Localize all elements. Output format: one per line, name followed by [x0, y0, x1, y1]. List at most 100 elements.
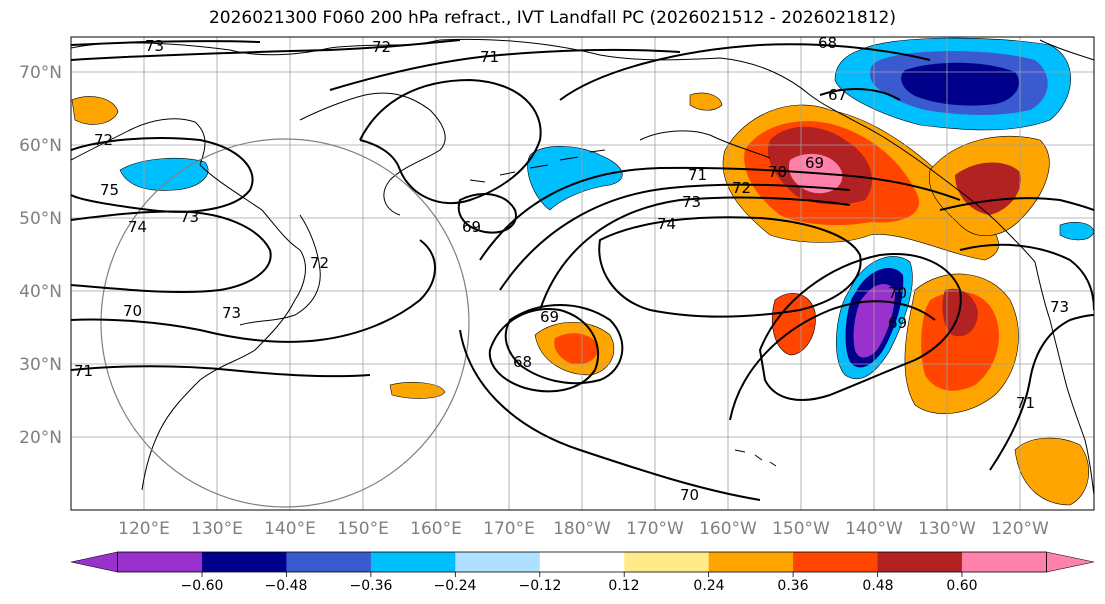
refractivity-contours: [71, 39, 1094, 501]
coast-hawaii: [734, 449, 777, 467]
contour-72-north: [71, 39, 461, 61]
contour-69-loop: [457, 193, 517, 234]
contour-west-1: [71, 137, 254, 213]
anomaly-central-pacific-red: [554, 333, 599, 365]
map-title: 2026021300 F060 200 hPa refract., IVT La…: [208, 8, 896, 28]
contour-label: 71: [688, 166, 707, 184]
contour-jet-72: [499, 183, 851, 291]
lon-label: 130°W: [918, 519, 976, 539]
colorbar-tick-label: −0.36: [350, 578, 393, 594]
contour-trough-2: [729, 300, 936, 421]
contour-west-4: [71, 365, 371, 378]
contour-71-north: [329, 48, 681, 91]
lon-label: 180°W: [553, 519, 611, 539]
lon-label: 120°W: [991, 519, 1049, 539]
lon-label: 170°W: [626, 519, 684, 539]
contour-label: 73: [1050, 298, 1069, 316]
lat-label: 50°N: [19, 209, 62, 229]
contour-labels: 73 72 71 68 67 72 75 74 73 72 69 70 71 7…: [74, 34, 1069, 504]
lon-label: 130°E: [191, 519, 243, 539]
contour-label: 71: [74, 362, 93, 380]
contour-label: 70: [768, 163, 787, 181]
colorbar-segment: [624, 552, 710, 572]
anomaly-west-small-3: [1059, 222, 1094, 241]
longitude-labels: 120°E 130°E 140°E 150°E 160°E 170°E 180°…: [118, 519, 1049, 539]
contour-label: 74: [657, 215, 676, 233]
contour-label: 70: [123, 302, 142, 320]
lon-label: 160°W: [699, 519, 757, 539]
contour-label: 72: [372, 38, 391, 56]
contour-east-71: [989, 314, 1094, 471]
lon-label: 140°W: [845, 519, 903, 539]
contour-label: 75: [100, 181, 119, 199]
contour-label: 69: [462, 218, 481, 236]
lon-label: 120°E: [118, 519, 170, 539]
anomaly-west-small-1: [71, 96, 119, 125]
contour-68-center: [488, 308, 600, 393]
colorbar: −0.60 −0.48 −0.36 −0.24 −0.12 0.12 0.24 …: [70, 551, 1095, 594]
colorbar-tick-label: 0.12: [608, 578, 639, 594]
colorbar-segments: [70, 551, 1095, 577]
colorbar-segment: [202, 552, 287, 572]
lon-label: 140°E: [264, 519, 316, 539]
colorbar-tick-label: 0.36: [777, 578, 808, 594]
contour-label: 72: [94, 131, 113, 149]
lon-label: 160°E: [410, 519, 462, 539]
coast-alaska: [439, 38, 1036, 263]
colorbar-segment: [877, 552, 963, 572]
lat-label: 20°N: [19, 428, 62, 448]
colorbar-segment: [793, 552, 879, 572]
anomaly-arctic-navy: [901, 62, 1019, 106]
colorbar-segment: [539, 552, 625, 572]
contour-label: 68: [818, 34, 837, 52]
lon-label: 150°W: [772, 519, 830, 539]
contour-73-north: [71, 40, 261, 46]
contour-label: 70: [680, 486, 699, 504]
contour-jet-71: [479, 166, 961, 261]
contour-70-south: [459, 329, 761, 501]
colorbar-border: [117, 551, 1047, 573]
contour-label: 72: [310, 254, 329, 272]
contour-69-center: [504, 304, 624, 385]
coast-kamchatka: [299, 92, 446, 216]
contour-label: 70: [888, 284, 907, 302]
contour-label: 69: [888, 314, 907, 332]
colorbar-segment: [961, 552, 1047, 572]
radius-circle: [100, 138, 470, 508]
contour-label: 73: [222, 304, 241, 322]
anomaly-west-small-4: [689, 92, 723, 111]
colorbar-segment: [370, 552, 456, 572]
colorbar-tick-label: 0.24: [693, 578, 724, 594]
contour-west-2: [71, 210, 272, 294]
anomaly-west-coast-small: [1014, 437, 1089, 506]
colorbar-extend-max: [1046, 551, 1095, 573]
map-panel: 73 72 71 68 67 72 75 74 73 72 69 70 71 7…: [71, 34, 1094, 510]
lat-label: 40°N: [19, 282, 62, 302]
colorbar-segment: [708, 552, 794, 572]
contour-label: 67: [828, 86, 847, 104]
latitude-labels: 70°N 60°N 50°N 40°N 30°N 20°N: [19, 63, 62, 448]
colorbar-tick-label: −0.24: [434, 578, 477, 594]
contour-label: 74: [128, 218, 147, 236]
colorbar-extend-min: [70, 551, 118, 573]
colorbar-tick-label: 0.60: [946, 578, 977, 594]
coast-north-america: [1034, 39, 1094, 496]
colorbar-ticks: −0.60 −0.48 −0.36 −0.24 −0.12 0.12 0.24 …: [181, 578, 978, 594]
contour-east-73: [959, 243, 1094, 311]
coast-aleutians: [469, 149, 606, 183]
graticule: [71, 37, 1094, 510]
lon-label: 150°E: [337, 519, 389, 539]
contour-jet-73: [539, 196, 851, 311]
contour-east-1: [939, 197, 1094, 211]
contour-label: 69: [540, 308, 559, 326]
anomaly-kamchatka-negative: [119, 158, 209, 191]
colorbar-tick-label: −0.12: [519, 578, 562, 594]
anomaly-subtropical-east-dark: [942, 288, 978, 337]
contour-label: 73: [145, 37, 164, 55]
contour-69-west: [359, 78, 542, 205]
contour-west-3: [71, 239, 436, 343]
contour-label: 73: [180, 208, 199, 226]
anomaly-bc-coast-inner: [955, 162, 1021, 215]
lat-label: 30°N: [19, 355, 62, 375]
